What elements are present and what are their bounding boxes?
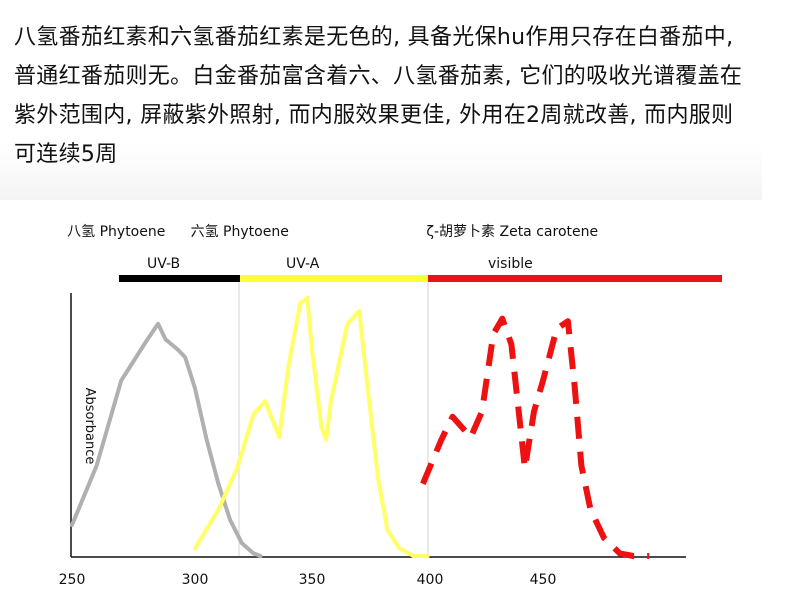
wavelength-band-bar [428, 275, 722, 282]
wavelength-band-bar [119, 275, 240, 282]
compound-label: 六氢 Phytoene [191, 224, 289, 240]
wavelength-band-label: visible [488, 256, 533, 272]
wavelength-band-layer: UV-B UV-A visible [119, 256, 722, 282]
compound-label-layer: 八氢 Phytoene 六氢 Phytoene ζ-胡萝卜素 Zeta carote… [67, 224, 598, 240]
x-tick-label: 350 [299, 572, 326, 588]
x-tick-label: 250 [59, 572, 86, 588]
description-paragraph: 八氢番茄红素和六氢番茄红素是无色的, 具备光保hu作用只存在白番茄中, 普通红番… [0, 0, 762, 200]
wavelength-band-label: UV-B [147, 256, 180, 272]
series-line [70, 321, 263, 558]
wavelength-band-bar [240, 275, 428, 282]
x-tick-label: 300 [182, 572, 209, 588]
absorbance-chart: 八氢 Phytoene 六氢 Phytoene ζ-胡萝卜素 Zeta carote… [59, 224, 722, 588]
region-divider-layer [238, 282, 429, 556]
series-layer [70, 296, 650, 559]
x-tick-layer: 250 300 350 400 450 [59, 572, 557, 588]
compound-label: 八氢 Phytoene [67, 224, 165, 240]
y-axis-label: Absorbance [82, 388, 97, 465]
x-tick-label: 450 [530, 572, 557, 588]
series-line [420, 315, 650, 559]
wavelength-band-label: UV-A [286, 256, 320, 272]
series-line [193, 296, 430, 558]
compound-label: ζ-胡萝卜素 Zeta carotene [426, 224, 598, 240]
axis-layer [70, 293, 686, 558]
x-tick-label: 400 [417, 572, 444, 588]
